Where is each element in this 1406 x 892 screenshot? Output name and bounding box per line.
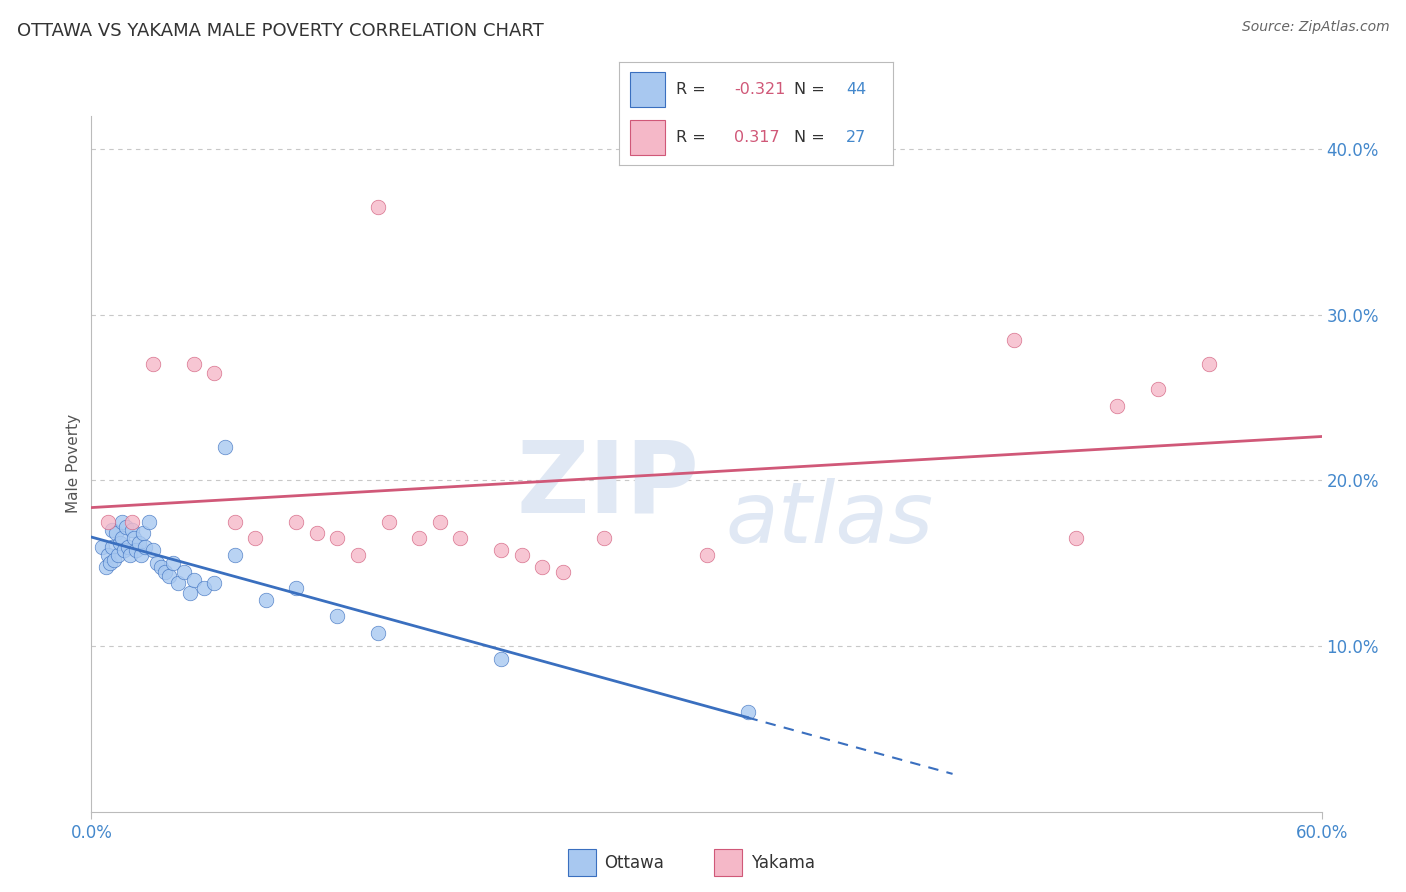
Point <box>97 548 120 562</box>
Text: 0.317: 0.317 <box>734 130 779 145</box>
Text: N =: N = <box>794 81 830 96</box>
Point <box>117 540 139 554</box>
Point <box>326 532 349 546</box>
Point <box>214 440 236 454</box>
Point <box>173 565 195 579</box>
Point <box>150 559 173 574</box>
Point <box>97 515 120 529</box>
Point <box>121 515 143 529</box>
Point <box>124 532 146 546</box>
Point <box>1064 532 1087 546</box>
Point <box>128 536 150 550</box>
Point <box>166 576 188 591</box>
Text: OTTAWA VS YAKAMA MALE POVERTY CORRELATION CHART: OTTAWA VS YAKAMA MALE POVERTY CORRELATIO… <box>17 22 544 40</box>
Point <box>551 565 574 579</box>
Point <box>179 586 201 600</box>
Text: R =: R = <box>676 130 716 145</box>
Point <box>593 532 616 546</box>
Point <box>138 515 160 529</box>
Point <box>98 556 121 570</box>
Point <box>285 581 308 595</box>
Point <box>183 358 205 372</box>
Point <box>491 543 513 558</box>
Text: Source: ZipAtlas.com: Source: ZipAtlas.com <box>1241 20 1389 34</box>
Point <box>449 532 471 546</box>
Y-axis label: Male Poverty: Male Poverty <box>66 414 82 514</box>
Point <box>183 573 205 587</box>
Point <box>129 548 152 562</box>
Point <box>111 515 134 529</box>
Point <box>1105 399 1128 413</box>
Bar <box>630 71 665 106</box>
Text: 27: 27 <box>846 130 866 145</box>
Point <box>695 548 717 562</box>
Text: R =: R = <box>676 81 711 96</box>
Point <box>305 526 328 541</box>
Point <box>134 540 156 554</box>
Point <box>1146 382 1168 396</box>
Point <box>202 576 225 591</box>
Point <box>146 556 169 570</box>
Point <box>111 532 134 546</box>
Point <box>367 625 389 640</box>
Point <box>1198 358 1220 372</box>
Text: ZIP: ZIP <box>516 436 700 533</box>
Point <box>105 526 127 541</box>
Point <box>510 548 533 562</box>
Point <box>367 200 389 214</box>
Point <box>101 523 124 537</box>
Point <box>142 543 165 558</box>
Point <box>157 569 180 583</box>
Point <box>408 532 430 546</box>
Point <box>131 526 153 541</box>
Point <box>142 358 165 372</box>
Text: atlas: atlas <box>725 478 934 561</box>
Bar <box>714 849 742 876</box>
Point <box>193 581 215 595</box>
Point <box>254 592 277 607</box>
Point <box>125 543 148 558</box>
Point <box>107 548 129 562</box>
Point <box>90 540 112 554</box>
Bar <box>568 849 596 876</box>
Point <box>108 536 131 550</box>
Text: -0.321: -0.321 <box>734 81 785 96</box>
Text: 44: 44 <box>846 81 866 96</box>
Text: N =: N = <box>794 130 830 145</box>
Point <box>347 548 370 562</box>
Point <box>94 559 117 574</box>
Point <box>737 706 759 720</box>
Point <box>224 548 246 562</box>
Point <box>121 523 143 537</box>
Bar <box>630 120 665 155</box>
Point <box>285 515 308 529</box>
Point <box>202 366 225 380</box>
Point <box>103 553 125 567</box>
Point <box>531 559 554 574</box>
Point <box>377 515 399 529</box>
Point <box>101 540 124 554</box>
Point <box>245 532 267 546</box>
Point <box>120 548 142 562</box>
Point <box>429 515 451 529</box>
Point <box>1002 333 1025 347</box>
Point <box>491 652 513 666</box>
Point <box>326 609 349 624</box>
Point <box>112 543 135 558</box>
Text: Yakama: Yakama <box>751 854 815 871</box>
Point <box>162 556 184 570</box>
Point <box>153 565 177 579</box>
Point <box>115 520 138 534</box>
Text: Ottawa: Ottawa <box>605 854 665 871</box>
Point <box>224 515 246 529</box>
